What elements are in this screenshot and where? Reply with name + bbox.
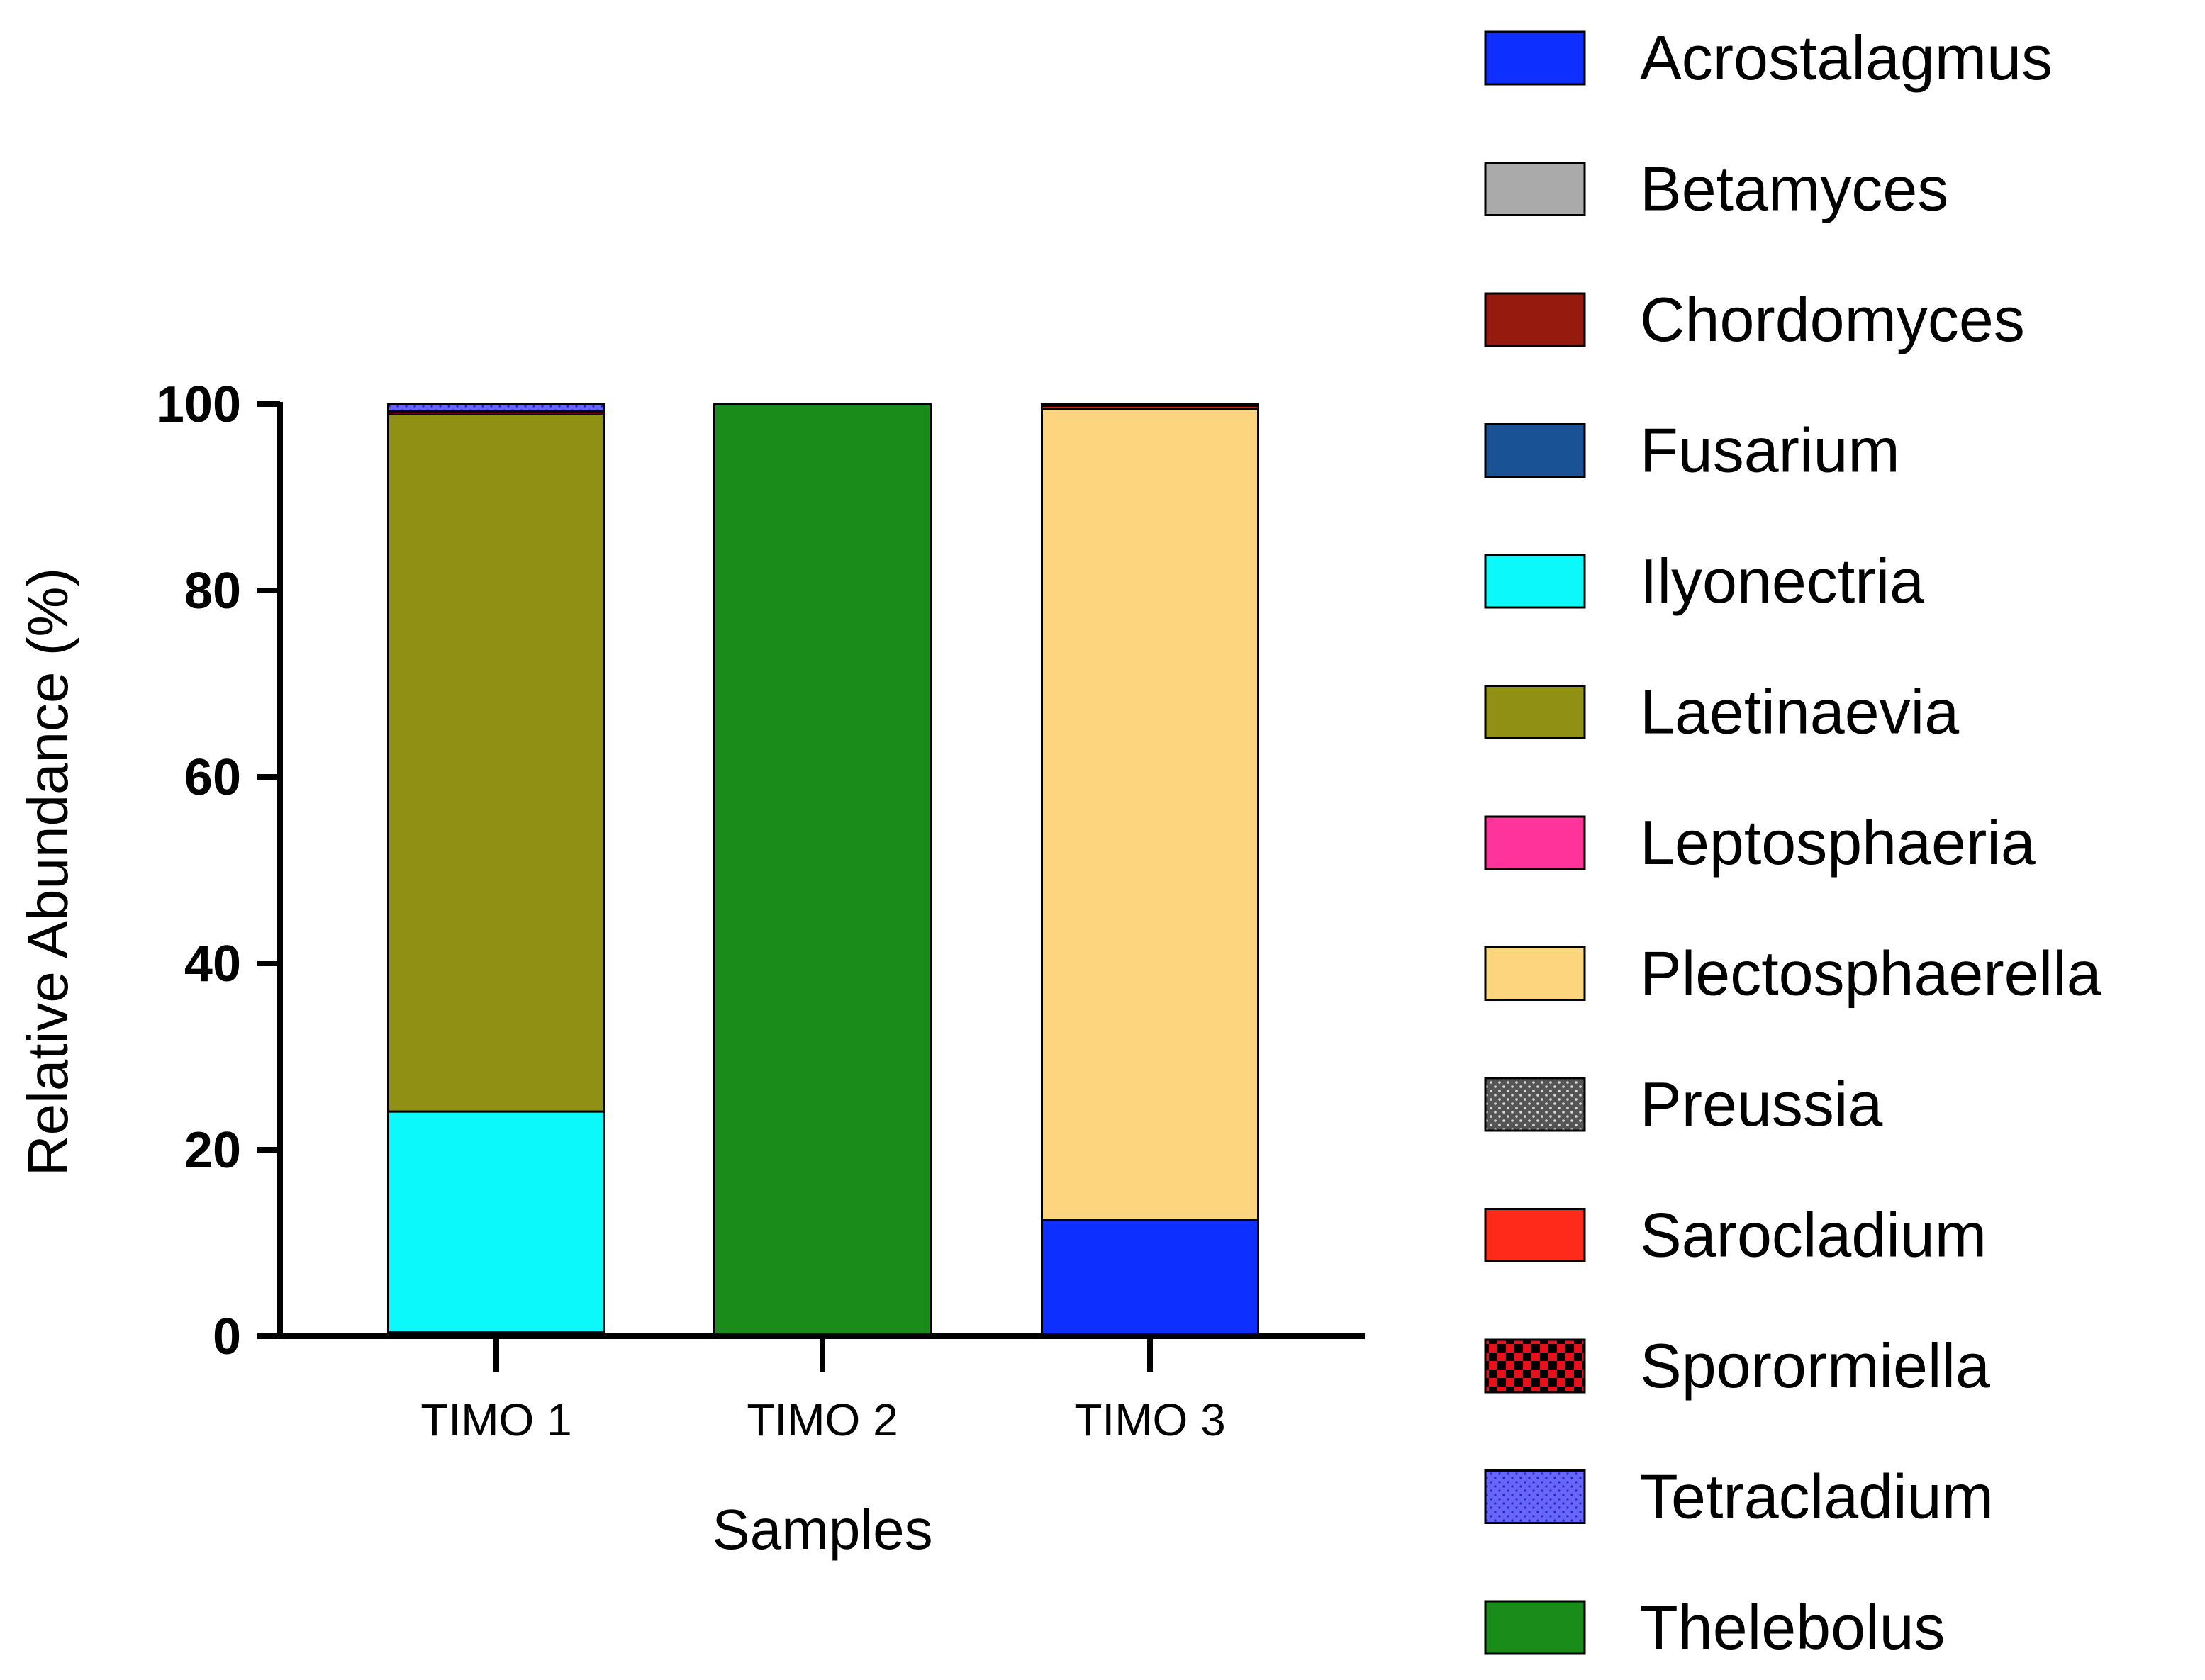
- legend: Acrostalagmus Betamyces Chordomyces Fusariu…: [1484, 23, 2101, 1662]
- x-tick-label: TIMO 1: [420, 1394, 571, 1445]
- legend-swatch: [1484, 162, 1586, 216]
- bars: [387, 403, 1259, 1338]
- legend-item-acrostalagmus: Acrostalagmus: [1484, 23, 2053, 93]
- legend-item-preussia: Preussia: [1484, 1069, 1882, 1139]
- legend-swatch: [1484, 292, 1586, 347]
- y-tick-label: 80: [184, 563, 241, 620]
- legend-item-plectosphaerella: Plectosphaerella: [1484, 939, 2101, 1009]
- bar-group-timo-2: [713, 403, 932, 1338]
- legend-label: Preussia: [1640, 1069, 1882, 1139]
- legend-swatch: [1484, 946, 1586, 1001]
- axes: 0 20 40 60 80 100 TIMO 1 TIMO 2 TIMO 3: [156, 376, 1365, 1445]
- legend-item-sporormiella: Sporormiella: [1484, 1331, 1990, 1401]
- legend-item-tetracladium: Tetracladium: [1484, 1462, 1994, 1532]
- legend-swatch: [1484, 554, 1586, 609]
- legend-item-laetinaevia: Laetinaevia: [1484, 677, 1959, 747]
- legend-item-betamyces: Betamyces: [1484, 154, 1948, 224]
- legend-swatch: [1484, 1600, 1586, 1655]
- legend-label: Acrostalagmus: [1640, 23, 2053, 93]
- y-tick-label: 20: [184, 1122, 241, 1179]
- y-tick-label: 60: [184, 749, 241, 806]
- y-axis-title: Relative Abundance (%): [16, 568, 79, 1176]
- legend-swatch: [1484, 685, 1586, 739]
- legend-item-leptosphaeria: Leptosphaeria: [1484, 807, 2036, 878]
- legend-swatch: [1484, 1338, 1586, 1394]
- legend-swatch: [1484, 30, 1586, 86]
- legend-label: Plectosphaerella: [1640, 939, 2101, 1009]
- y-tick-label: 0: [213, 1309, 241, 1365]
- legend-item-chordomyces: Chordomyces: [1484, 284, 2025, 354]
- legend-item-sarocladium: Sarocladium: [1484, 1200, 1987, 1270]
- legend-label: Sporormiella: [1640, 1331, 1990, 1401]
- x-axis-title: Samples: [712, 1498, 932, 1561]
- bar-segment-timo-1-tetracladium: [387, 403, 605, 413]
- legend-swatch: [1484, 1077, 1586, 1132]
- y-tick-label: 100: [156, 376, 241, 433]
- bar-segment-timo-3-plectosphaerella: [1041, 408, 1259, 1221]
- legend-label: Tetracladium: [1640, 1462, 1994, 1532]
- bar-group-timo-1: [387, 403, 605, 1338]
- legend-swatch: [1484, 423, 1586, 478]
- x-tick-label: TIMO 3: [1074, 1394, 1225, 1445]
- legend-item-ilyonectria: Ilyonectria: [1484, 546, 1924, 616]
- legend-label: Sarocladium: [1640, 1200, 1987, 1270]
- bar-segment-timo-2-thelebolus: [713, 403, 932, 1338]
- legend-swatch: [1484, 1208, 1586, 1262]
- legend-label: Betamyces: [1640, 154, 1948, 224]
- bar-segment-timo-1-ilyonectria: [387, 1110, 605, 1334]
- legend-item-fusarium: Fusarium: [1484, 415, 1900, 486]
- x-tick-label: TIMO 2: [747, 1394, 898, 1445]
- legend-label: Leptosphaeria: [1640, 807, 2036, 878]
- legend-item-thelebolus: Thelebolus: [1484, 1592, 1946, 1662]
- bar-segment-timo-3-sporormiella: [1041, 403, 1259, 408]
- legend-label: Laetinaevia: [1640, 677, 1959, 747]
- legend-label: Ilyonectria: [1640, 546, 1924, 616]
- legend-swatch: [1484, 815, 1586, 870]
- bar-segment-timo-1-laetinaevia: [387, 413, 605, 1113]
- legend-label: Thelebolus: [1640, 1592, 1946, 1662]
- legend-label: Fusarium: [1640, 415, 1900, 486]
- legend-label: Chordomyces: [1640, 284, 2025, 354]
- y-tick-label: 40: [184, 936, 241, 992]
- bar-segment-timo-3-acrostalagmus: [1041, 1219, 1259, 1338]
- legend-swatch: [1484, 1469, 1586, 1524]
- bar-group-timo-3: [1041, 403, 1259, 1338]
